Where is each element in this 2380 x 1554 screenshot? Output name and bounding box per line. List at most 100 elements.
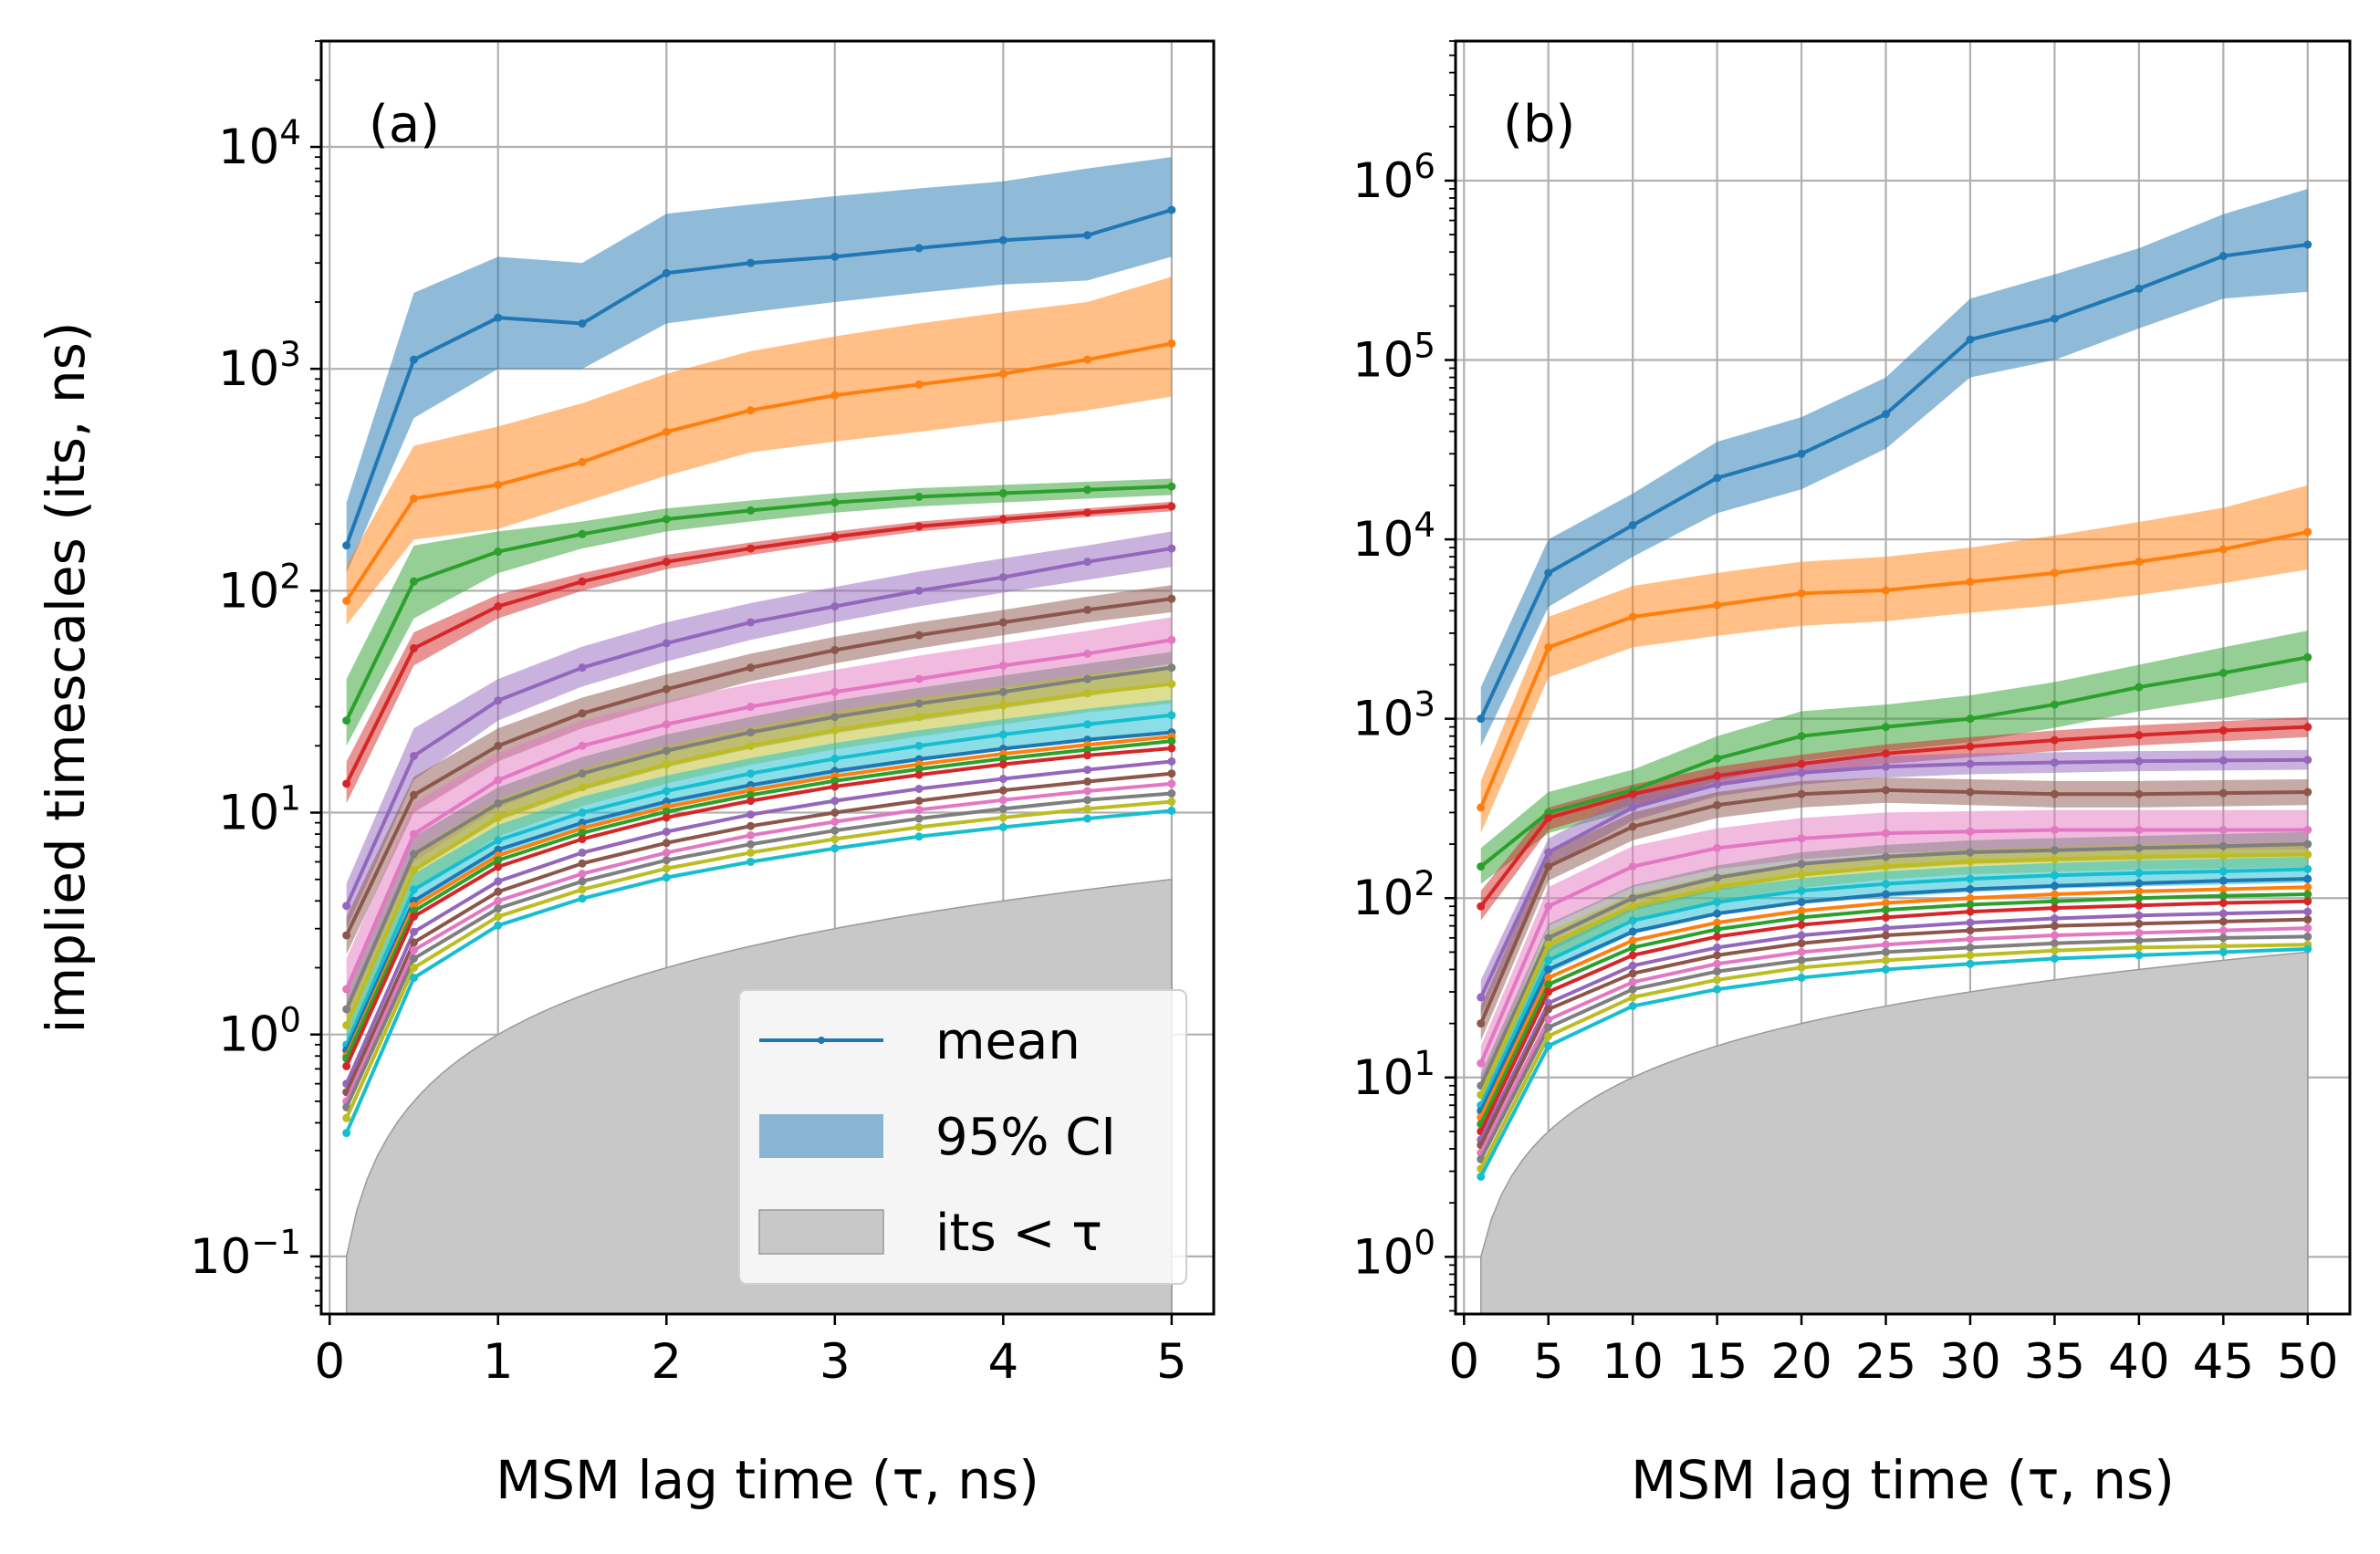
mean-point-2 <box>2135 683 2144 692</box>
mean-point-19 <box>662 873 671 882</box>
mean-point-14 <box>1083 766 1092 775</box>
mean-point-1 <box>409 494 418 503</box>
mean-point-6 <box>2303 825 2312 834</box>
mean-point-8 <box>494 813 503 822</box>
mean-point-18 <box>409 963 418 972</box>
mean-point-4 <box>578 663 587 673</box>
mean-point-9 <box>1882 880 1891 889</box>
mean-point-12 <box>1544 980 1553 989</box>
mean-point-12 <box>2050 897 2059 906</box>
mean-point-17 <box>746 840 756 849</box>
mean-point-5 <box>1167 594 1176 603</box>
ci-band-4 <box>346 531 1172 929</box>
mean-point-1 <box>2218 545 2228 554</box>
mean-point-2 <box>1477 862 1486 871</box>
mean-point-6 <box>1713 843 1722 852</box>
mean-point-16 <box>409 945 418 954</box>
legend-label: mean <box>935 1012 1080 1071</box>
mean-point-3 <box>1544 813 1553 822</box>
mean-point-12 <box>914 765 924 774</box>
mean-point-19 <box>2303 944 2312 954</box>
mean-point-8 <box>914 713 924 722</box>
mean-point-9 <box>914 741 924 750</box>
mean-point-1 <box>1966 578 1975 587</box>
mean-point-3 <box>914 522 924 531</box>
mean-point-16 <box>1167 779 1176 788</box>
mean-point-1 <box>746 406 756 415</box>
mean-point-0 <box>2303 240 2312 249</box>
mean-point-14 <box>1797 931 1806 940</box>
mean-point-19 <box>2050 954 2059 964</box>
mean-point-18 <box>746 848 756 857</box>
legend-patch-swatch <box>758 1209 884 1255</box>
mean-point-10 <box>1797 898 1806 907</box>
x-tick-label: 5 <box>1533 1334 1564 1390</box>
ci-band-1 <box>346 276 1172 626</box>
mean-point-1 <box>662 427 671 436</box>
mean-point-5 <box>1544 862 1553 871</box>
mean-point-6 <box>830 687 840 696</box>
mean-point-19 <box>2135 951 2144 960</box>
mean-point-7 <box>2303 840 2312 849</box>
ci-band-1 <box>1480 485 2308 834</box>
mean-point-6 <box>746 703 756 712</box>
mean-point-10 <box>2303 874 2312 883</box>
mean-point-18 <box>2050 946 2059 955</box>
mean-point-10 <box>1628 927 1637 936</box>
mean-point-14 <box>578 848 587 857</box>
mean-point-4 <box>914 586 924 595</box>
mean-point-17 <box>578 877 587 886</box>
mean-point-16 <box>1797 947 1806 956</box>
ci-band-2 <box>346 478 1172 746</box>
mean-point-15 <box>746 821 756 830</box>
mean-point-10 <box>2050 881 2059 891</box>
mean-point-17 <box>1628 985 1637 994</box>
mean-point-18 <box>914 822 924 831</box>
mean-point-16 <box>998 796 1007 805</box>
mean-point-8 <box>746 741 756 750</box>
mean-point-8 <box>2303 850 2312 859</box>
mean-point-14 <box>746 810 756 819</box>
mean-point-18 <box>998 813 1007 822</box>
mean-point-9 <box>662 787 671 796</box>
mean-point-17 <box>2050 939 2059 948</box>
mean-point-0 <box>998 235 1007 245</box>
mean-point-8 <box>1167 680 1176 689</box>
mean-point-8 <box>1797 871 1806 880</box>
mean-point-15 <box>998 786 1007 795</box>
mean-point-19 <box>998 822 1007 831</box>
mean-point-4 <box>494 696 503 705</box>
mean-point-4 <box>409 751 418 760</box>
mean-point-14 <box>494 877 503 886</box>
mean-point-2 <box>1083 485 1092 495</box>
mean-point-1 <box>914 380 924 389</box>
mean-point-3 <box>830 532 840 541</box>
x-tick-label: 15 <box>1686 1334 1748 1390</box>
mean-point-17 <box>1713 967 1722 976</box>
mean-point-5 <box>1083 605 1092 614</box>
mean-point-11 <box>1713 918 1722 927</box>
mean-point-6 <box>494 776 503 785</box>
mean-point-14 <box>1966 918 1975 927</box>
mean-point-13 <box>1083 751 1092 760</box>
mean-point-7 <box>998 687 1007 696</box>
mean-point-15 <box>1083 777 1092 787</box>
mean-point-17 <box>2218 933 2228 943</box>
mean-point-9 <box>2303 864 2312 873</box>
mean-point-9 <box>830 754 840 763</box>
mean-point-15 <box>1713 951 1722 960</box>
mean-point-2 <box>578 529 587 538</box>
mean-point-2 <box>830 498 840 507</box>
mean-point-4 <box>2050 758 2059 767</box>
mean-point-15 <box>662 839 671 848</box>
mean-point-4 <box>830 602 840 611</box>
x-tick-label: 25 <box>1855 1334 1916 1390</box>
mean-point-2 <box>1713 754 1722 763</box>
mean-point-15 <box>494 887 503 896</box>
mean-point-13 <box>830 782 840 791</box>
mean-point-1 <box>1544 642 1553 652</box>
mean-point-15 <box>2135 919 2144 928</box>
mean-point-3 <box>1083 508 1092 517</box>
mean-point-8 <box>1628 902 1637 911</box>
mean-point-17 <box>998 804 1007 813</box>
